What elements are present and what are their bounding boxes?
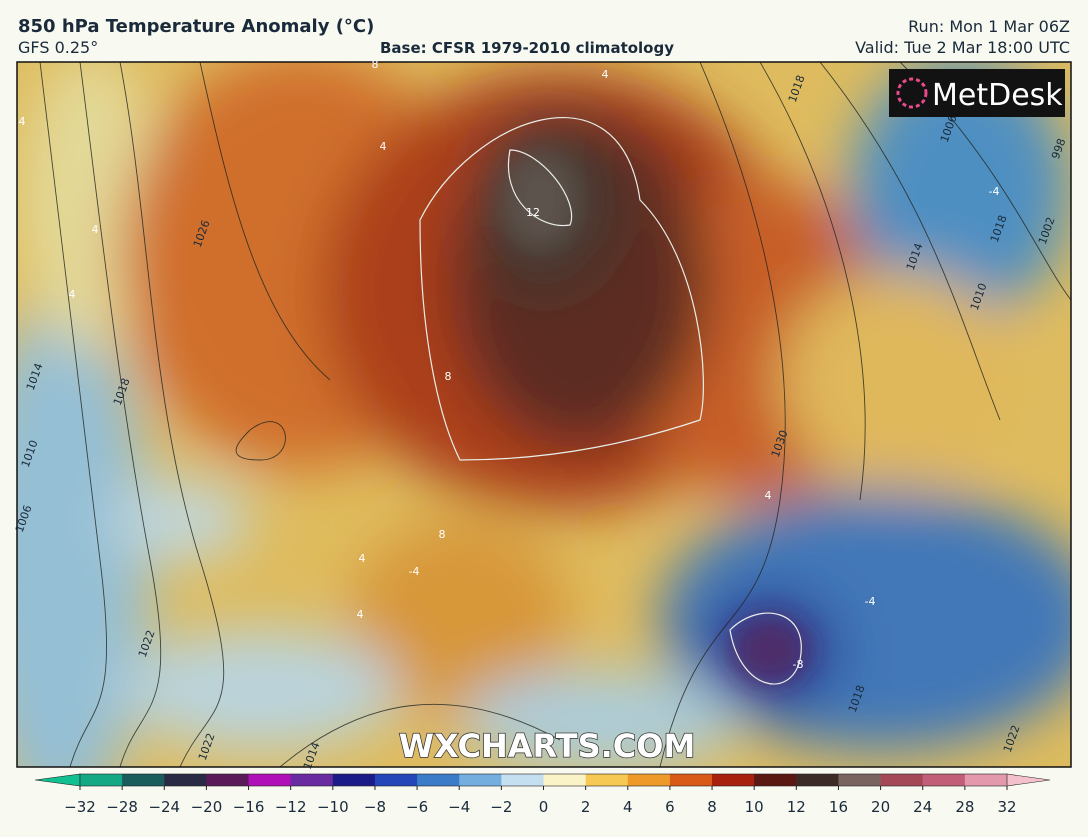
colorbar-segment [669, 774, 713, 786]
colorbar-segment [501, 774, 544, 786]
colorbar-segment [627, 774, 671, 786]
colorbar: −32 −28 −24 −20 −16 −12 −10 −8 −6 −4 −2 0 2 4 6 8 10 12 16… [34, 773, 1051, 816]
colorbar-label: 0 [539, 798, 549, 816]
colorbar-label: −10 [317, 798, 349, 816]
colorbar-label: 20 [871, 798, 890, 816]
valid: Valid: Tue 2 Mar 18:00 UTC [855, 38, 1070, 57]
colorbar-label: −8 [364, 798, 386, 816]
colorbar-label: −2 [490, 798, 512, 816]
colorbar-label: 4 [623, 798, 633, 816]
anomaly-label: -4 [989, 185, 1000, 198]
colorbar-segment [332, 774, 376, 786]
colorbar-segment [417, 774, 460, 786]
anomaly-label: 4 [69, 288, 76, 301]
anomaly-label: -4 [409, 565, 420, 578]
anomaly-label: 8 [439, 528, 446, 541]
colorbar-segment [922, 774, 966, 786]
anomaly-label: 4 [602, 68, 609, 81]
colorbar-high-arrow [1006, 773, 1051, 787]
colorbar-label: −12 [275, 798, 307, 816]
colorbar-segment [543, 774, 587, 786]
colorbar-label: −16 [233, 798, 265, 816]
colorbar-label: 28 [955, 798, 974, 816]
colorbar-label: 24 [913, 798, 932, 816]
logo-icon [896, 77, 928, 109]
colorbar-segment [122, 774, 165, 786]
logo: MetDesk [932, 78, 1063, 113]
colorbar-segment [248, 774, 292, 786]
map-frame [16, 61, 1072, 768]
colorbar-label: 8 [707, 798, 717, 816]
colorbar-segment [206, 774, 250, 786]
anomaly-label: 4 [19, 115, 26, 128]
anomaly-label: 4 [380, 140, 387, 153]
colorbar-segment [374, 774, 418, 786]
anomaly-label: 4 [765, 489, 772, 502]
base: Base: CFSR 1979-2010 climatology [380, 39, 674, 57]
anomaly-label: 8 [372, 58, 379, 71]
colorbar-label: −24 [148, 798, 180, 816]
logo-box [889, 69, 1065, 117]
run: Run: Mon 1 Mar 06Z [908, 17, 1070, 36]
colorbar-segment [164, 774, 207, 786]
map [17, 62, 1071, 767]
colorbar-label: −28 [106, 798, 138, 816]
colorbar-label: 10 [745, 798, 764, 816]
colorbar-label: −32 [64, 798, 96, 816]
colorbar-segment [838, 774, 882, 786]
model: GFS 0.25° [18, 38, 98, 57]
anomaly-label: -4 [865, 595, 876, 608]
anomaly-label: 4 [357, 608, 364, 621]
colorbar-segment [585, 774, 629, 786]
anomaly-label: -8 [793, 658, 804, 671]
colorbar-label: −6 [406, 798, 428, 816]
colorbar-label: 2 [581, 798, 591, 816]
title: 850 hPa Temperature Anomaly (°C) [18, 16, 374, 37]
colorbar-segment [796, 774, 839, 786]
colorbar-label: 12 [787, 798, 806, 816]
colorbar-segment [880, 774, 924, 786]
colorbar-label: 6 [665, 798, 675, 816]
anomaly-label: 4 [359, 552, 366, 565]
colorbar-label: 32 [997, 798, 1016, 816]
colorbar-segment [80, 774, 123, 786]
colorbar-segment [459, 774, 502, 786]
colorbar-label: −4 [448, 798, 470, 816]
colorbar-segment [290, 774, 334, 786]
anomaly-label: 8 [445, 370, 452, 383]
watermark: WXCHARTS.COM [399, 727, 696, 765]
colorbar-low-arrow [34, 773, 81, 787]
colorbar-label: −20 [191, 798, 223, 816]
anomaly-label: 4 [92, 223, 99, 236]
colorbar-segment [964, 774, 1008, 786]
anomaly-label: 12 [526, 206, 540, 219]
colorbar-segment [754, 774, 797, 786]
colorbar-label: 16 [829, 798, 848, 816]
colorbar-segment [712, 774, 755, 786]
